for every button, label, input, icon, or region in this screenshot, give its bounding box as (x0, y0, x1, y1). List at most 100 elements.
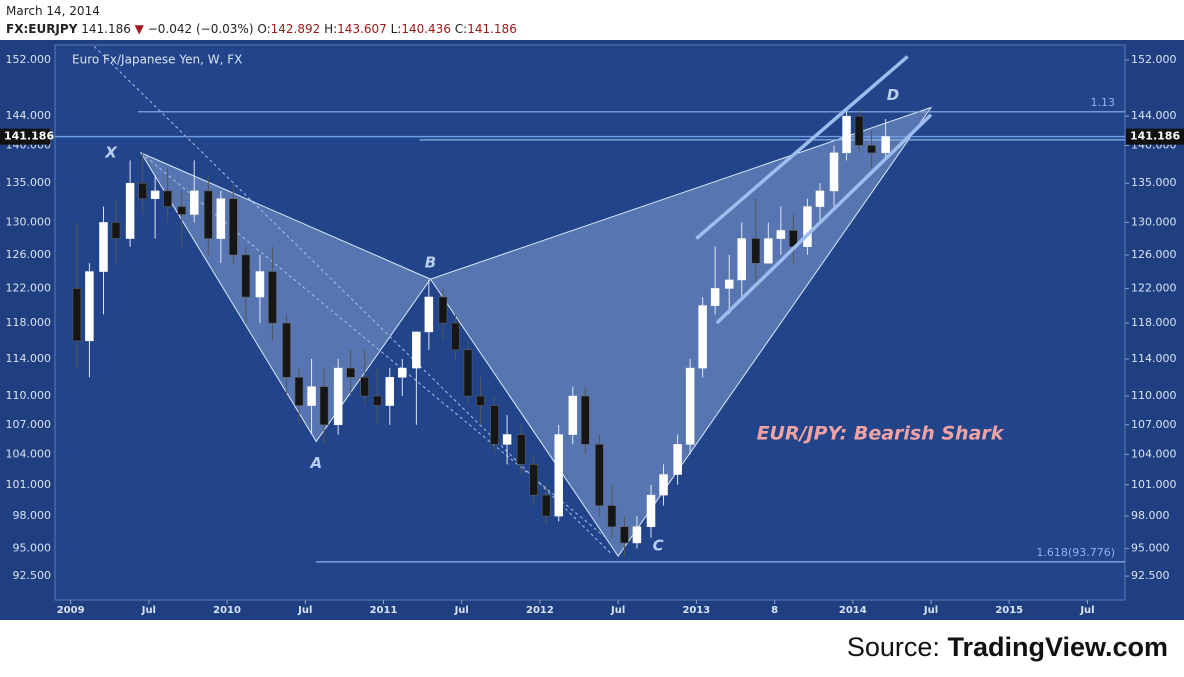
candle-body (724, 279, 734, 289)
candle-body (710, 288, 720, 306)
candle-body (385, 377, 395, 406)
candle-body (438, 296, 448, 324)
y2-tick-label: 110.000 (1131, 389, 1177, 402)
level-label: 1.13 (1091, 96, 1116, 109)
candle-body (632, 526, 642, 544)
candle-body (319, 386, 329, 426)
candle-body (307, 386, 316, 406)
candle-body (255, 271, 265, 298)
y-tick-label: 118.000 (6, 316, 52, 329)
trendline (93, 45, 611, 554)
pattern-label: A (309, 454, 322, 472)
candle-body (803, 206, 812, 247)
candle-body (751, 238, 761, 264)
y2-tick-label: 135.000 (1131, 176, 1177, 189)
candle-body (842, 115, 851, 154)
chart-title: Euro Fx/Japanese Yen, W, FX (72, 53, 242, 67)
ohlc-label: O: (257, 22, 271, 36)
symbol: FX:EURJPY (6, 22, 78, 36)
candle-body (451, 322, 460, 351)
candle-body (463, 349, 473, 397)
ohlc: O:142.892 H:143.607 L:140.436 C:141.186 (257, 22, 517, 36)
y2-tick-label: 95.000 (1131, 541, 1170, 554)
x-tick-label: 2013 (682, 605, 710, 616)
candle-body (881, 136, 890, 154)
trendline (140, 152, 606, 538)
candle-body (529, 464, 538, 496)
candle-body (204, 190, 213, 239)
y2-tick-label: 122.000 (1131, 281, 1177, 294)
candle-body (867, 145, 876, 154)
y-tick-label: 101.000 (6, 478, 52, 491)
candle-body (516, 434, 526, 465)
y-tick-label: 122.000 (6, 281, 52, 294)
candle-body (163, 190, 172, 207)
pattern-label: D (887, 86, 899, 104)
x-tick-label: 2015 (995, 605, 1023, 616)
candle-body (698, 305, 707, 369)
candle-body (776, 230, 786, 239)
y-tick-label: 130.000 (6, 215, 52, 228)
pattern-label: B (425, 254, 436, 272)
ohlc-label: L: (390, 22, 402, 36)
candle-body (581, 395, 590, 445)
x-tick-label: Jul (297, 605, 312, 616)
candle-body (189, 190, 199, 215)
quote-line: FX:EURJPY 141.186 ▼ −0.042 (−0.03%) O:14… (6, 20, 517, 38)
candle-body (476, 395, 485, 406)
x-tick-label: 8 (771, 605, 778, 616)
ohlc-value: 142.892 (270, 22, 321, 36)
candle-body (424, 296, 434, 333)
candle-body (829, 152, 839, 192)
y-tick-label: 114.000 (6, 352, 52, 365)
plot-area (54, 44, 1126, 601)
arrow: ▼ (134, 22, 144, 36)
candle-body (125, 182, 135, 239)
candle-body (85, 271, 94, 342)
y2-tick-label: 126.000 (1131, 248, 1177, 261)
x-tick-label: 2011 (370, 605, 398, 616)
x-tick-label: 2009 (57, 605, 85, 616)
y-tick-label: 126.000 (6, 248, 52, 261)
candle-body (360, 377, 369, 397)
x-tick-label: 2012 (526, 605, 554, 616)
source: Source: TradingView.com (847, 632, 1168, 663)
candle-body (72, 288, 82, 342)
y-tick-label: 92.500 (13, 569, 52, 582)
candle-body (554, 434, 563, 517)
y2-tick-label: 107.000 (1131, 418, 1177, 431)
candle-body (99, 222, 108, 272)
y2-tick-label: 101.000 (1131, 478, 1177, 491)
x-tick-label: Jul (141, 605, 156, 616)
candle-body (412, 331, 421, 369)
y-tick-label: 135.000 (6, 176, 52, 189)
candle-body (737, 238, 746, 281)
candle-body (490, 405, 499, 445)
y-tick-label: 110.000 (6, 389, 52, 402)
pattern-label: X (104, 143, 118, 161)
candle-body (764, 238, 773, 264)
y-tick-label: 95.000 (13, 541, 52, 554)
y-tick-label: 98.000 (13, 509, 52, 522)
candle-body (568, 395, 578, 435)
candle-body (294, 377, 304, 406)
candle-body (111, 222, 121, 239)
candle-body (177, 206, 186, 215)
price: 141.186 (81, 22, 131, 36)
candle-body (268, 271, 277, 324)
x-tick-label: Jul (610, 605, 625, 616)
ohlc-label: H: (324, 22, 338, 36)
x-tick-label: Jul (923, 605, 938, 616)
channel-line (715, 113, 933, 325)
level-label: 1.618(93.776) (1036, 546, 1115, 559)
chart: Euro Fx/Japanese Yen, W, FX EUR/JPY: Bea… (0, 40, 1184, 620)
candle-body (138, 182, 147, 199)
header: March 14, 2014 FX:EURJPY 141.186 ▼ −0.04… (6, 2, 517, 38)
pattern-label: C (653, 537, 664, 555)
ohlc-value: 140.436 (401, 22, 451, 36)
candle-body (229, 198, 238, 256)
y2-tick-label: 152.000 (1131, 53, 1177, 66)
x-tick-label: 2010 (213, 605, 241, 616)
last-price-box (0, 128, 50, 145)
last-price-label: 141.186 (1130, 130, 1180, 143)
